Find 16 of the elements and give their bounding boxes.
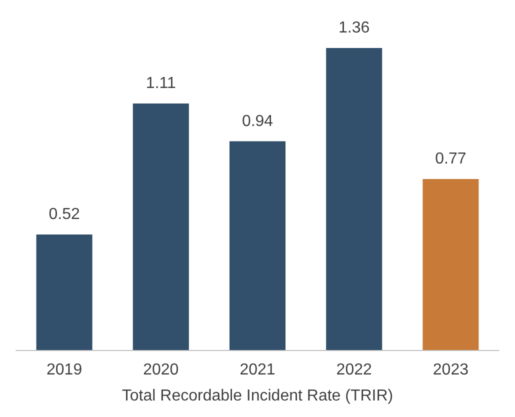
bar	[132, 104, 189, 350]
bar	[229, 141, 286, 350]
bar	[422, 179, 479, 350]
bar	[326, 48, 382, 350]
data-label: 0.94	[242, 112, 274, 130]
data-label: 0.52	[48, 206, 80, 224]
data-label: 1.11	[146, 75, 176, 92]
data-label: 0.77	[435, 150, 466, 168]
x-axis-title: Total Recordable Incident Rate (TRIR)	[122, 388, 394, 404]
x-tick-label: 2021	[240, 362, 276, 378]
data-label: 1.36	[338, 20, 370, 36]
x-tick-label: 2020	[143, 362, 179, 378]
x-tick-label: 2019	[46, 362, 82, 378]
x-tick-label: 2022	[336, 362, 372, 378]
bar	[36, 234, 92, 350]
x-tick-label: 2023	[432, 362, 469, 378]
